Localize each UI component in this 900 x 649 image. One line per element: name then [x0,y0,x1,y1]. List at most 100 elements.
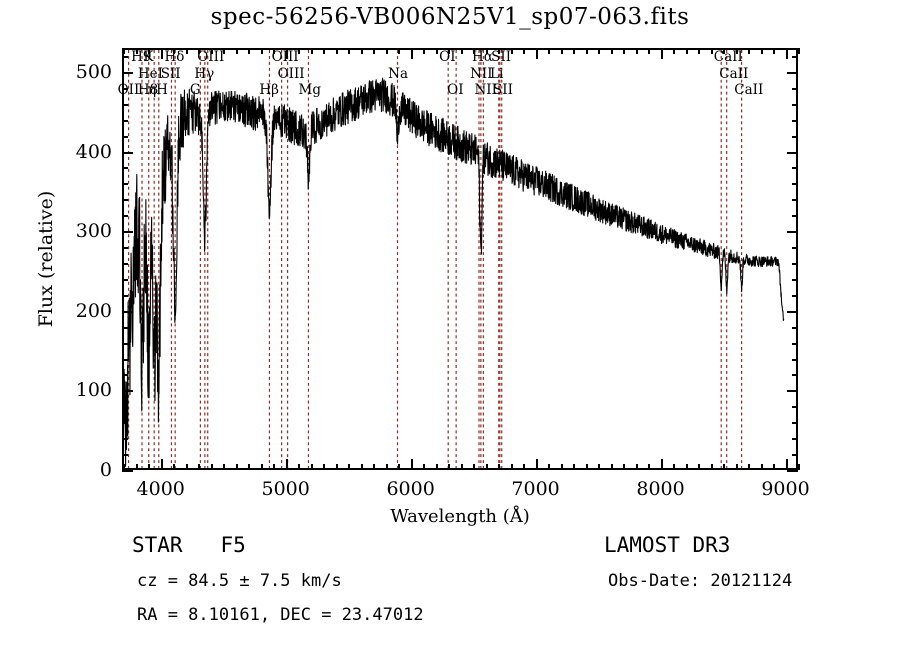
spectral-line-label: SII [492,82,513,98]
x-tick [735,464,738,470]
x-tick [260,48,263,54]
x-tick [585,48,588,54]
x-tick [485,48,488,54]
x-tick [135,464,138,470]
y-tick [792,278,798,281]
x-tick [685,464,688,470]
x-tick [760,48,763,54]
x-tick [610,48,613,54]
x-tick [123,48,126,54]
spectral-line-label: SII [160,66,181,82]
y-tick [122,342,128,345]
x-tick [198,464,201,470]
spectral-line-label: OI [447,82,464,98]
x-tick [235,464,238,470]
line-marker-group [127,50,743,468]
spectral-line-label: OII [117,82,140,98]
spectral-line-label: Na [388,66,409,82]
x-tick [410,459,413,470]
y-tick-label: 0 [99,459,112,481]
y-tick [792,103,798,106]
y-tick [787,390,798,393]
spectral-line-label: NII [470,66,493,82]
spectral-line-label: H8 [137,82,159,98]
spectrum-plot [122,48,798,470]
x-tick [473,464,476,470]
x-tick [485,464,488,470]
x-tick [323,48,326,54]
x-tick [285,48,288,59]
x-tick [673,464,676,470]
spectral-line-label: HeI [137,66,163,82]
y-tick-label: 300 [75,220,112,243]
x-tick [460,48,463,54]
x-tick-label: 7000 [511,478,560,500]
y-tick [122,406,128,409]
x-tick [535,48,538,59]
y-tick [792,135,798,138]
y-tick [792,294,798,297]
y-tick [792,119,798,122]
x-axis-title: Wavelength (Å) [390,506,530,527]
x-tick [248,464,251,470]
spectral-line-label: SII [491,49,512,65]
x-tick [673,48,676,54]
x-tick [398,48,401,54]
y-tick [122,119,128,122]
x-tick [785,459,788,470]
y-tick [792,247,798,250]
y-tick [122,278,128,281]
x-tick [298,464,301,470]
x-tick [235,48,238,54]
y-tick [792,438,798,441]
x-tick [623,48,626,54]
x-tick [723,48,726,54]
x-tick [523,48,526,54]
spectrum-canvas [124,50,785,468]
spectral-line-label: NII [474,82,497,98]
x-tick [698,48,701,54]
x-tick [798,464,800,470]
y-tick [122,470,133,472]
x-tick [385,48,388,54]
x-tick [460,464,463,470]
x-tick [323,464,326,470]
y-tick [787,231,798,234]
y-tick [787,310,798,313]
y-tick [792,358,798,361]
x-tick [360,464,363,470]
x-tick [560,48,563,54]
x-tick [435,48,438,54]
x-tick [698,464,701,470]
spectral-line-label: G [189,82,201,98]
spectral-line-label: Hδ [164,49,185,65]
y-tick [792,422,798,425]
x-tick-label: 4000 [136,478,185,500]
x-tick [273,464,276,470]
y-tick [122,422,128,425]
x-tick [723,464,726,470]
x-tick [573,464,576,470]
x-tick [598,48,601,54]
x-tick [510,48,513,54]
y-tick-label: 100 [75,379,112,402]
spectral-line-label: CaII [713,49,743,65]
y-tick [122,183,128,186]
spectral-line-label: K [143,49,154,65]
x-tick [510,464,513,470]
y-tick [792,406,798,409]
x-tick [798,48,800,54]
x-tick [448,464,451,470]
x-tick [360,48,363,54]
x-tick [123,464,126,470]
y-tick [792,183,798,186]
x-tick [210,464,213,470]
y-axis-title: Flux (relative) [35,190,57,328]
y-tick [787,151,798,154]
spectral-line-label: OIII [271,49,299,65]
spectral-line-label: CaII [719,66,749,82]
x-tick [373,48,376,54]
x-tick [348,464,351,470]
x-tick [398,464,401,470]
x-tick [348,48,351,54]
